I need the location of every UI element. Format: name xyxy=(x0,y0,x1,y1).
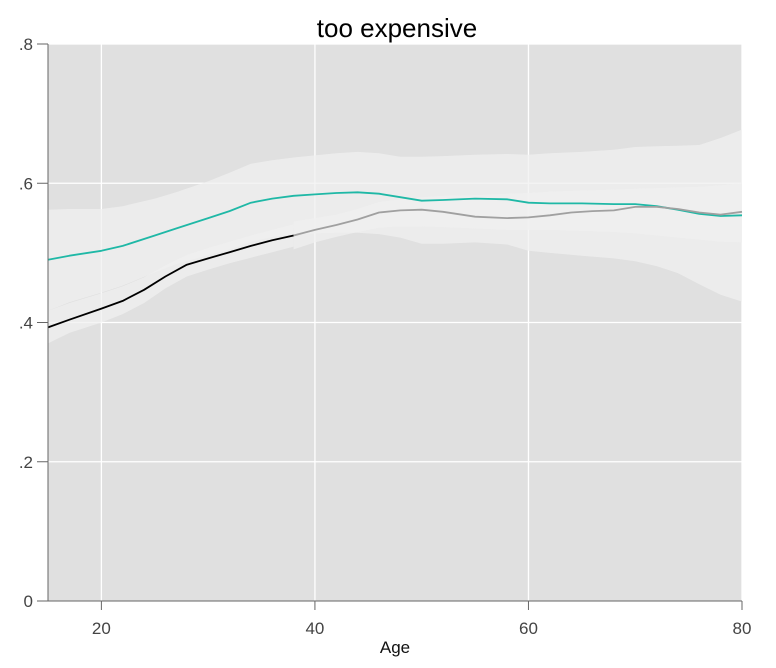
y-tick-label: .8 xyxy=(19,35,33,54)
series-line-teal xyxy=(47,191,743,261)
x-tick-label: 60 xyxy=(519,619,538,638)
series-line-black xyxy=(47,234,294,329)
series-lines xyxy=(47,191,743,329)
confidence-band-black xyxy=(48,224,294,344)
y-tick-label: .6 xyxy=(19,174,33,193)
y-tick-label: .4 xyxy=(19,314,33,333)
confidence-bands xyxy=(48,129,742,344)
x-tick-label: 80 xyxy=(733,619,752,638)
y-tick-label: .2 xyxy=(19,453,33,472)
y-tick-label: 0 xyxy=(24,592,33,611)
confidence-band-gray xyxy=(293,183,742,250)
axes: 0 .2 .4 .6 .8 20 40 60 80 xyxy=(19,35,752,638)
x-tick-label: 20 xyxy=(92,619,111,638)
x-tick-label: 40 xyxy=(305,619,324,638)
x-axis-title: Age xyxy=(380,638,410,657)
chart-title: too expensive xyxy=(317,13,477,43)
series-line-gray xyxy=(293,205,743,237)
